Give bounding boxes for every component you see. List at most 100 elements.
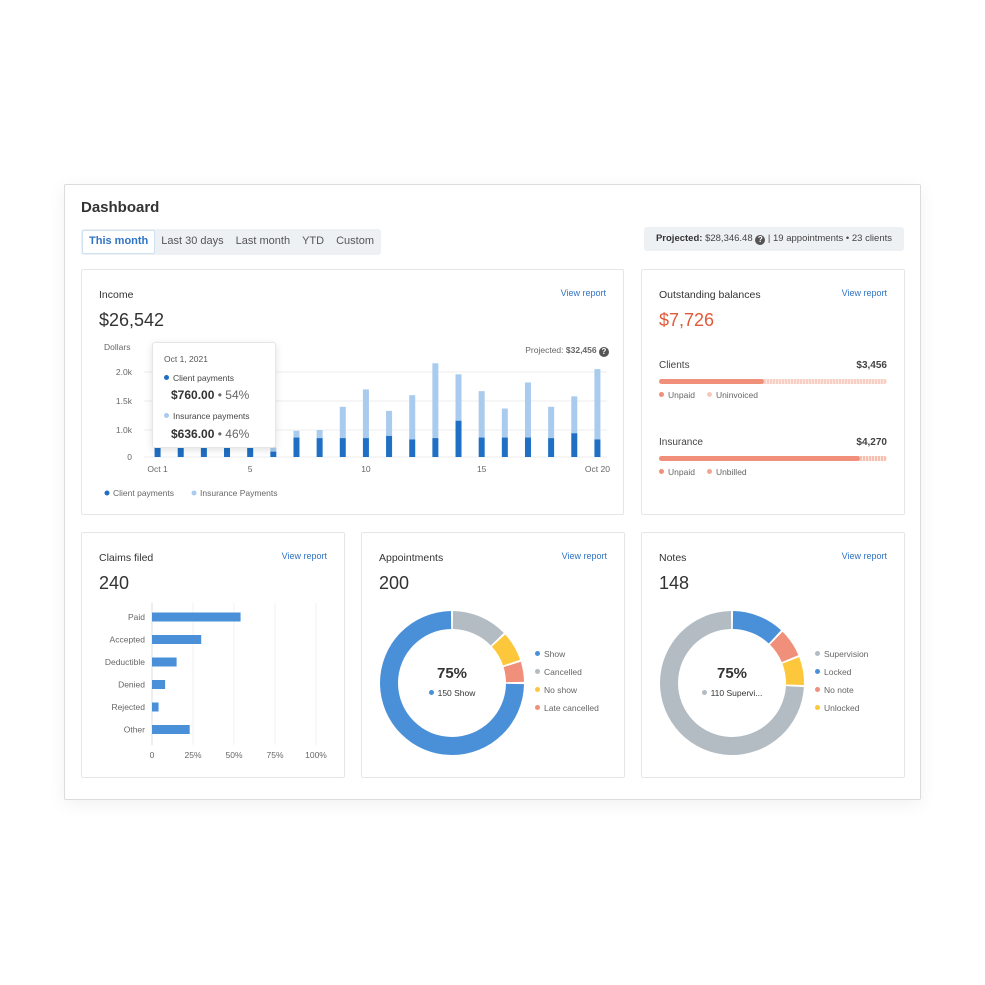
claims-bar xyxy=(152,702,159,712)
dashboard-window: Dashboard This month Last 30 days Last m… xyxy=(64,184,921,800)
x-tick-label: 100% xyxy=(305,750,327,760)
y-tick-label: 1.5k xyxy=(116,396,133,406)
x-tick-label: Oct 1 xyxy=(147,464,168,474)
bar-client-payments xyxy=(548,438,555,457)
tab-last-month[interactable]: Last month xyxy=(235,235,291,247)
income-title: Income xyxy=(99,289,134,301)
notes-center-pct: 75% xyxy=(716,665,748,682)
appointments-card: Appointments View report 200 75% 150 Sho… xyxy=(361,532,625,778)
bar-client-payments xyxy=(501,437,508,457)
bar-insurance-payments xyxy=(270,447,277,452)
claims-bar-chart: 0 25% 50% 75% 100% Paid Accepted Deductible Deni… xyxy=(105,603,327,760)
appointments-center-label: 150 Show xyxy=(402,688,502,698)
tab-ytd[interactable]: YTD xyxy=(302,235,325,247)
bar-client-payments xyxy=(571,433,578,457)
legend-unpaid: Unpaid xyxy=(659,390,695,400)
notes-donut-chart xyxy=(660,611,804,755)
bar-insurance-payments xyxy=(316,430,323,439)
legend-no-note-text: No note xyxy=(824,685,854,695)
category-label: Accepted xyxy=(110,635,146,645)
x-tick-label: 75% xyxy=(266,750,283,760)
tooltip-client-pct: 54% xyxy=(225,388,250,402)
donut-segment-no-note xyxy=(769,631,799,663)
notes-legend: Supervision Locked No note Unlocked xyxy=(815,645,868,717)
income-view-report-link[interactable]: View report xyxy=(560,288,606,298)
claims-bar xyxy=(152,725,190,734)
legend-late-cancelled-text: Late cancelled xyxy=(544,703,599,713)
question-icon[interactable]: ? xyxy=(755,235,766,245)
legend-unpaid-text: Unpaid xyxy=(668,390,695,400)
progress-fill xyxy=(659,379,764,384)
insurance-progress-bar xyxy=(659,456,887,461)
y-tick-label: 1.0k xyxy=(116,425,133,435)
claims-value: 240 xyxy=(99,573,130,593)
bar-client-payments xyxy=(455,420,462,457)
unbilled-dot-icon xyxy=(706,469,712,474)
bar-client-payments xyxy=(270,451,277,457)
legend-no-show: No show xyxy=(535,681,599,699)
legend-insurance-payments: Insurance Payments xyxy=(200,488,277,498)
tooltip-insurance-amount: $636.00 • 46% xyxy=(171,427,250,441)
tooltip-insurance-text: Insurance payments xyxy=(173,411,250,421)
clients-label: Clients xyxy=(659,360,690,371)
show-dot-icon xyxy=(535,651,540,656)
y-tick-label: 0 xyxy=(127,452,132,462)
notes-view-report-link[interactable]: View report xyxy=(841,551,887,561)
question-icon[interactable]: ? xyxy=(599,347,609,357)
category-label: Denied xyxy=(118,680,145,690)
appointments-value: 200 xyxy=(379,573,410,593)
legend-uninvoiced: Uninvoiced xyxy=(706,390,758,400)
bar-client-payments xyxy=(594,439,601,457)
x-tick-label: 0 xyxy=(150,750,155,760)
bar-client-payments xyxy=(409,439,416,457)
x-tick-label: Oct 20 xyxy=(585,464,610,474)
notes-title: Notes xyxy=(659,552,687,564)
no-show-dot-icon xyxy=(535,687,540,692)
bar-insurance-payments xyxy=(594,369,601,440)
outstanding-view-report-link[interactable]: View report xyxy=(841,288,887,298)
bar-insurance-payments xyxy=(571,396,578,434)
bar-insurance-payments xyxy=(524,382,531,438)
donut-segment-unlocked xyxy=(782,657,804,685)
bar-insurance-payments xyxy=(362,389,369,439)
legend-unpaid-text: Unpaid xyxy=(668,467,695,477)
page-title: Dashboard xyxy=(81,199,160,216)
donut-segment-no-show xyxy=(491,634,521,666)
x-tick-label: 5 xyxy=(248,464,253,474)
claims-view-report-link[interactable]: View report xyxy=(281,551,327,561)
bar-insurance-payments xyxy=(478,391,485,438)
outstanding-title: Outstanding balances xyxy=(659,289,761,301)
insurance-legend: Unpaid Unbilled xyxy=(659,467,747,477)
claims-card: Claims filed View report 240 0 25% 50% 75% 1… xyxy=(81,532,345,778)
legend-unbilled-text: Unbilled xyxy=(715,467,747,477)
bar-insurance-payments xyxy=(432,363,439,439)
appointments-view-report-link[interactable]: View report xyxy=(561,551,607,561)
income-tooltip: Oct 1, 2021 Client payments $760.00 • 54… xyxy=(152,342,276,448)
bar-client-payments xyxy=(293,437,300,457)
unpaid-dot-icon xyxy=(659,392,664,397)
projected-rest: | 19 appointments • 23 clients xyxy=(767,233,892,244)
show-dot-icon xyxy=(428,690,434,695)
clients-value: $3,456 xyxy=(856,360,887,371)
appointments-legend: Show Cancelled No show Late cancelled xyxy=(535,645,599,717)
legend-no-note: No note xyxy=(815,681,868,699)
clients-legend: Unpaid Uninvoiced xyxy=(659,390,758,400)
bar-client-payments xyxy=(432,438,439,457)
clients-progress-bar xyxy=(659,379,887,384)
legend-unbilled: Unbilled xyxy=(706,467,747,477)
tooltip-insurance-value: $636.00 xyxy=(171,427,215,441)
legend-unlocked-text: Unlocked xyxy=(824,703,860,713)
tab-last-30-days[interactable]: Last 30 days xyxy=(161,235,224,247)
insurance-dot-icon xyxy=(164,413,169,418)
unlocked-dot-icon xyxy=(815,705,820,710)
income-projected-value: $32,456 xyxy=(565,345,597,355)
tab-this-month[interactable]: This month xyxy=(82,230,156,254)
notes-card: Notes View report 148 75% 110 Supervi...… xyxy=(641,532,905,778)
date-range-tabs: This month Last 30 days Last month YTD C… xyxy=(81,229,381,255)
bar-client-payments xyxy=(247,440,254,457)
legend-show: Show xyxy=(535,645,599,663)
supervision-dot-icon xyxy=(701,690,707,695)
appointments-center-text: 150 Show xyxy=(437,688,476,698)
tab-custom[interactable]: Custom xyxy=(336,235,374,247)
bar-client-payments xyxy=(362,438,369,457)
